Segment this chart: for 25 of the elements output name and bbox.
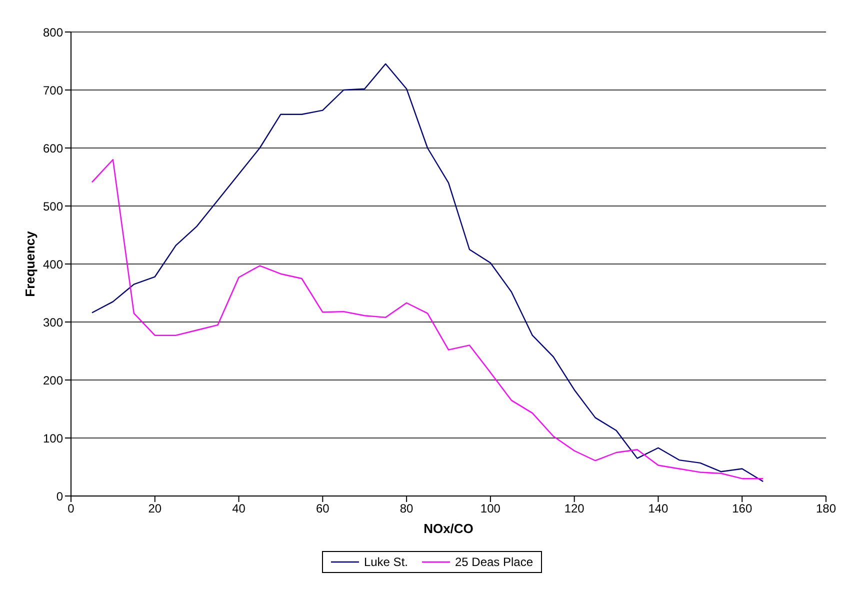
y-axis-title: Frequency (22, 230, 38, 297)
y-tick-label: 200 (42, 373, 64, 388)
y-tick-label: 300 (42, 315, 64, 330)
x-tick-label: 80 (400, 502, 414, 516)
x-tick-label: 160 (732, 502, 752, 516)
y-tick-label: 100 (42, 431, 64, 446)
x-tick-label: 20 (148, 502, 162, 516)
y-tick-label: 800 (42, 25, 64, 40)
y-tick-label: 500 (42, 199, 64, 214)
y-tick-label: 600 (42, 141, 64, 156)
x-tick-label: 40 (232, 502, 246, 516)
line-series (91, 159, 764, 480)
legend-label: 25 Deas Place (454, 555, 534, 569)
x-tick-label: 60 (316, 502, 330, 516)
x-axis-title: NOx/CO (424, 521, 474, 536)
y-tick-label: 700 (42, 83, 64, 98)
x-tick-label: 120 (564, 502, 585, 516)
x-tick-label: 0 (68, 502, 75, 516)
x-tick-label: 140 (648, 502, 669, 516)
y-tick-label: 400 (42, 257, 64, 272)
x-tick-label: 100 (480, 502, 501, 516)
x-tick-label: 180 (816, 502, 836, 516)
line-series (91, 63, 764, 482)
y-tick-label: 0 (56, 489, 64, 504)
legend-label: Luke St. (364, 555, 408, 569)
